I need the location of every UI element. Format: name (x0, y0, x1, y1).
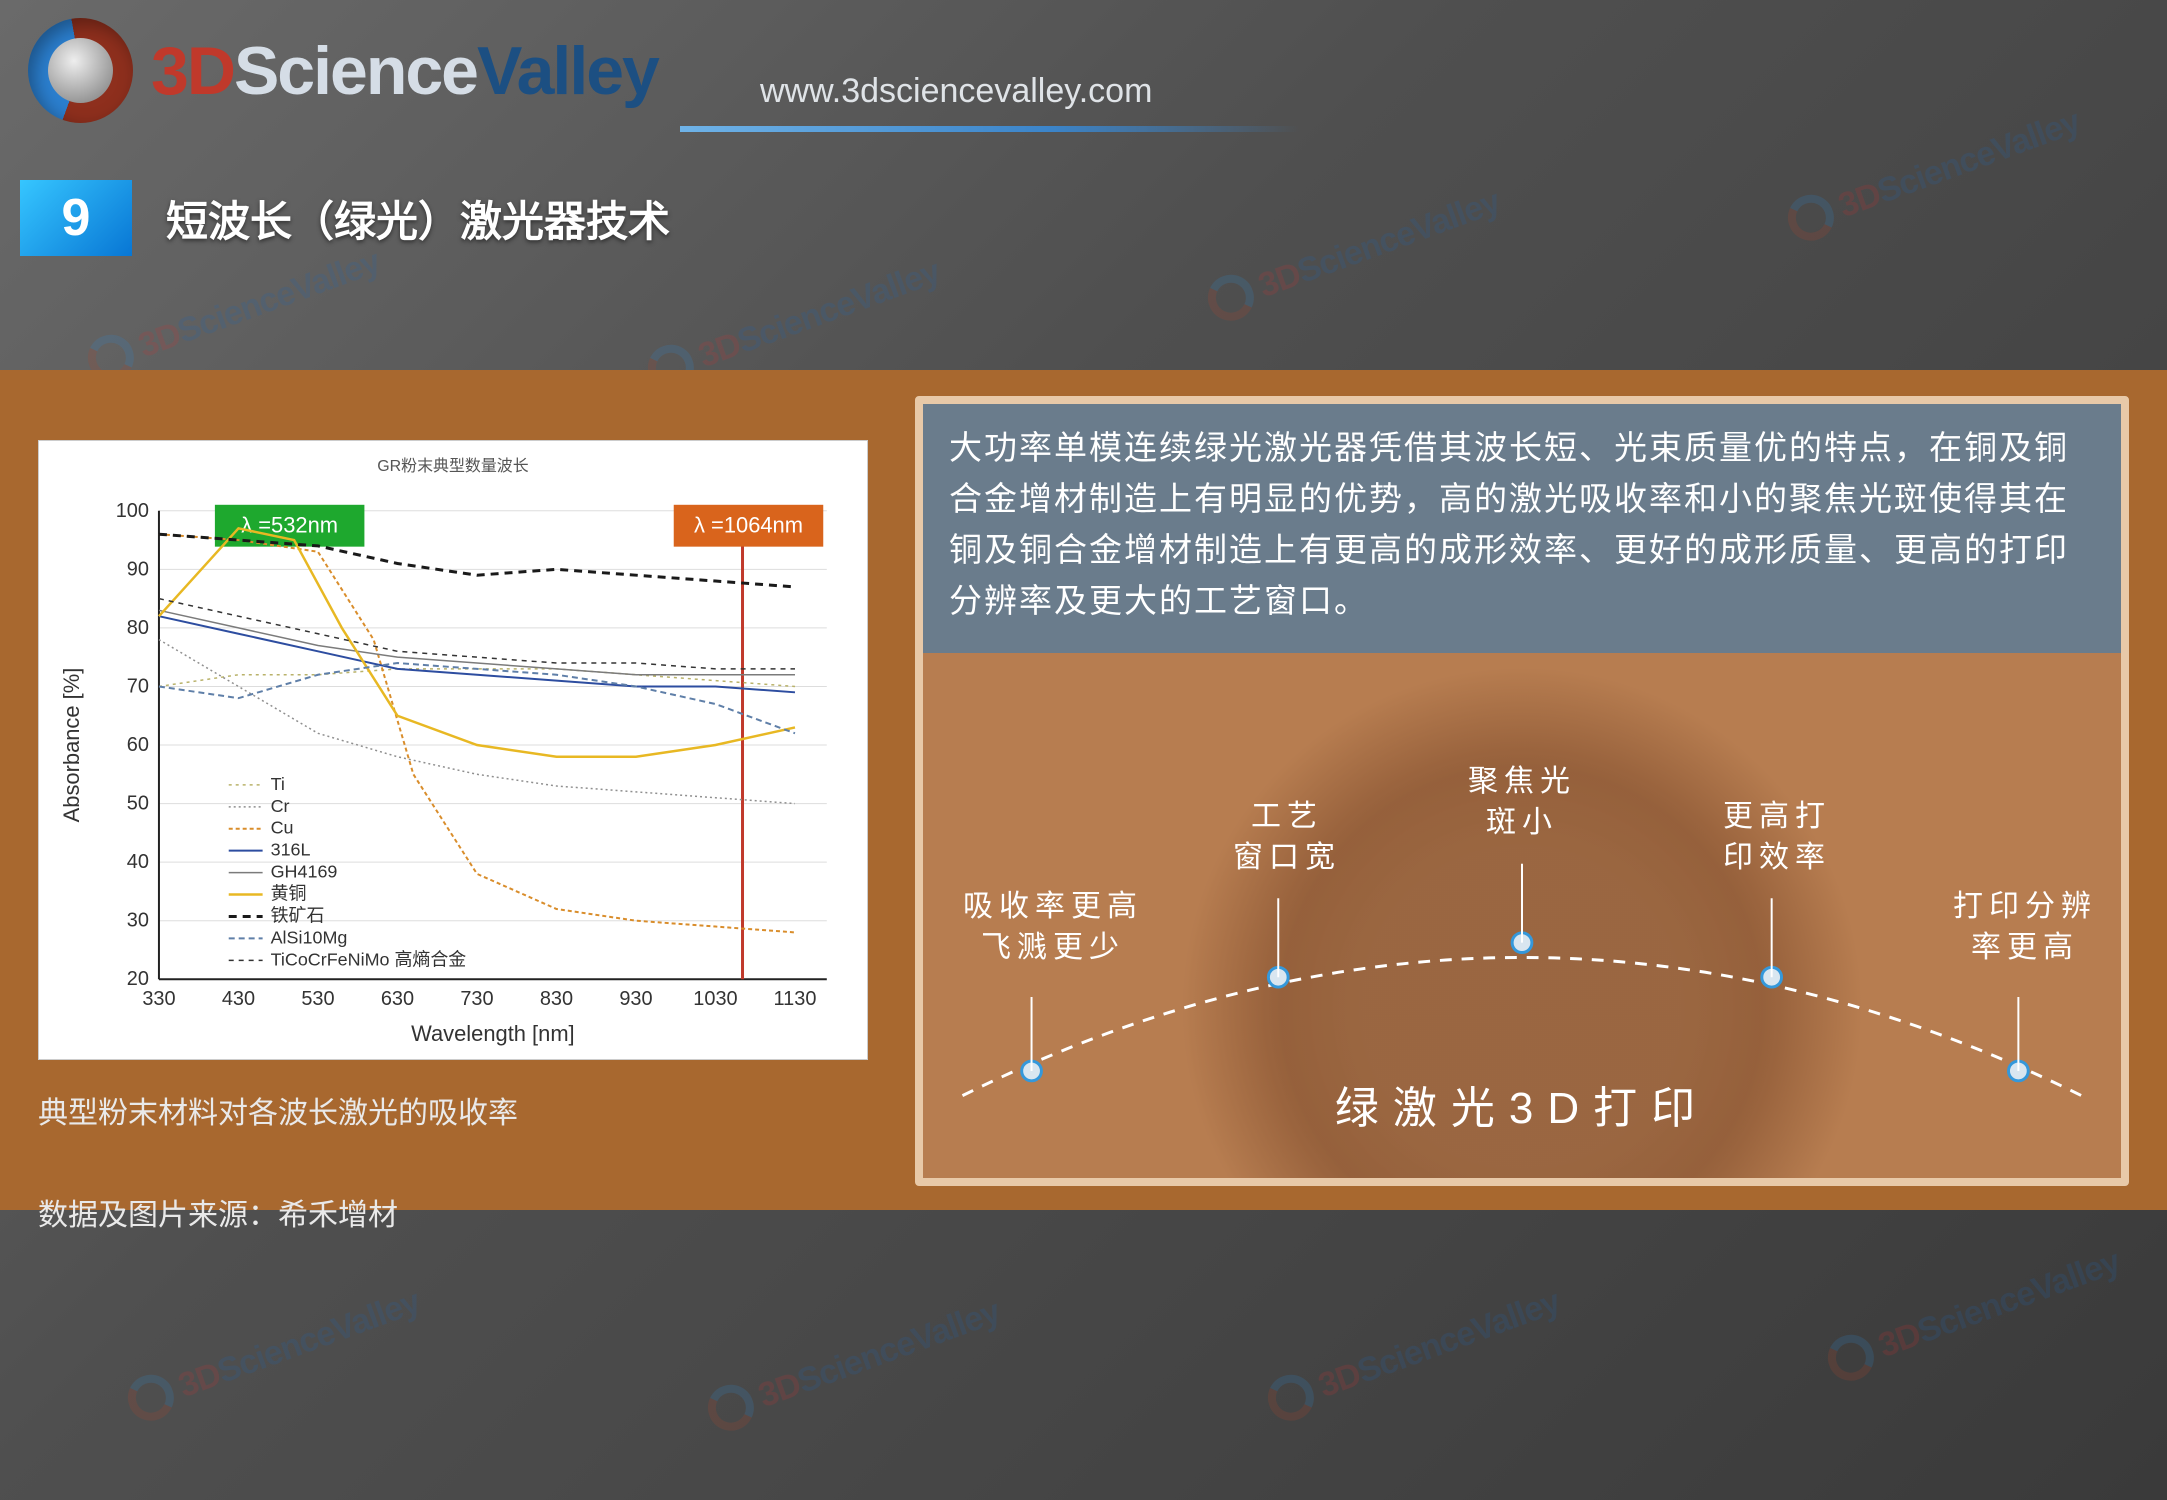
svg-text:20: 20 (127, 968, 149, 990)
svg-text:830: 830 (540, 988, 573, 1010)
svg-text:TiCoCrFeNiMo 高熵合金: TiCoCrFeNiMo 高熵合金 (271, 949, 467, 969)
svg-text:50: 50 (127, 793, 149, 815)
svg-text:630: 630 (381, 988, 414, 1010)
feature-4: 更高打印效率 (1723, 797, 1831, 878)
svg-text:GR粉末典型数量波长: GR粉末典型数量波长 (377, 457, 528, 475)
logo-ring-icon (28, 18, 133, 123)
brand-logo: 3DScienceValley (28, 18, 658, 123)
svg-text:30: 30 (127, 910, 149, 932)
svg-text:Ti: Ti (271, 774, 285, 794)
svg-text:Wavelength [nm]: Wavelength [nm] (411, 1021, 575, 1046)
svg-text:黄铜: 黄铜 (271, 884, 307, 904)
section-title: 短波长（绿光）激光器技术 (132, 180, 704, 256)
feature-2: 工艺窗口宽 (1233, 797, 1341, 878)
svg-text:316L: 316L (271, 840, 311, 860)
svg-text:40: 40 (127, 851, 149, 873)
chart-caption: 典型粉末材料对各波长激光的吸收率 (38, 1088, 518, 1132)
svg-text:GH4169: GH4169 (271, 862, 338, 882)
infographic-title: 绿激光3D打印 (923, 1072, 2121, 1136)
svg-text:λ =1064nm: λ =1064nm (694, 513, 803, 538)
svg-text:铁矿石: 铁矿石 (271, 905, 325, 925)
section-number: 9 (20, 180, 132, 256)
chart-source: 数据及图片来源：希禾增材 (38, 1190, 398, 1234)
feature-5: 打印分辨率更高 (1953, 887, 2097, 968)
svg-text:330: 330 (142, 988, 175, 1010)
svg-text:90: 90 (127, 558, 149, 580)
svg-text:930: 930 (619, 988, 652, 1010)
svg-text:430: 430 (222, 988, 255, 1010)
svg-text:730: 730 (460, 988, 493, 1010)
svg-text:AlSi10Mg: AlSi10Mg (271, 927, 348, 947)
svg-text:λ =532nm: λ =532nm (241, 513, 338, 538)
logo-text: 3DScienceValley (151, 37, 658, 105)
svg-text:80: 80 (127, 617, 149, 639)
svg-text:Absorbance [%]: Absorbance [%] (59, 668, 84, 823)
svg-text:Cu: Cu (271, 818, 294, 838)
right-panel: 大功率单模连续绿光激光器凭借其波长短、光束质量优的特点，在铜及铜合金增材制造上有… (915, 396, 2129, 1186)
feature-3: 聚焦光斑小 (1468, 762, 1576, 843)
absorbance-chart: GR粉末典型数量波长 20 30 40 50 60 70 80 90 100 330 430 530 63… (38, 440, 868, 1060)
section-header: 9 短波长（绿光）激光器技术 (20, 180, 704, 256)
site-url: www.3dsciencevalley.com (760, 72, 1152, 111)
svg-text:Cr: Cr (271, 796, 290, 816)
svg-text:530: 530 (301, 988, 334, 1010)
svg-text:1030: 1030 (693, 988, 737, 1010)
svg-text:1130: 1130 (774, 988, 817, 1010)
description-box: 大功率单模连续绿光激光器凭借其波长短、光束质量优的特点，在铜及铜合金增材制造上有… (923, 404, 2121, 653)
url-underline (680, 126, 1300, 132)
svg-text:70: 70 (127, 675, 149, 697)
feature-1: 吸收率更高飞溅更少 (963, 887, 1143, 968)
svg-text:60: 60 (127, 734, 149, 756)
svg-text:100: 100 (116, 500, 149, 522)
slide: 3DScienceValley 3DScienceValley 3DScienc… (0, 0, 2167, 1500)
